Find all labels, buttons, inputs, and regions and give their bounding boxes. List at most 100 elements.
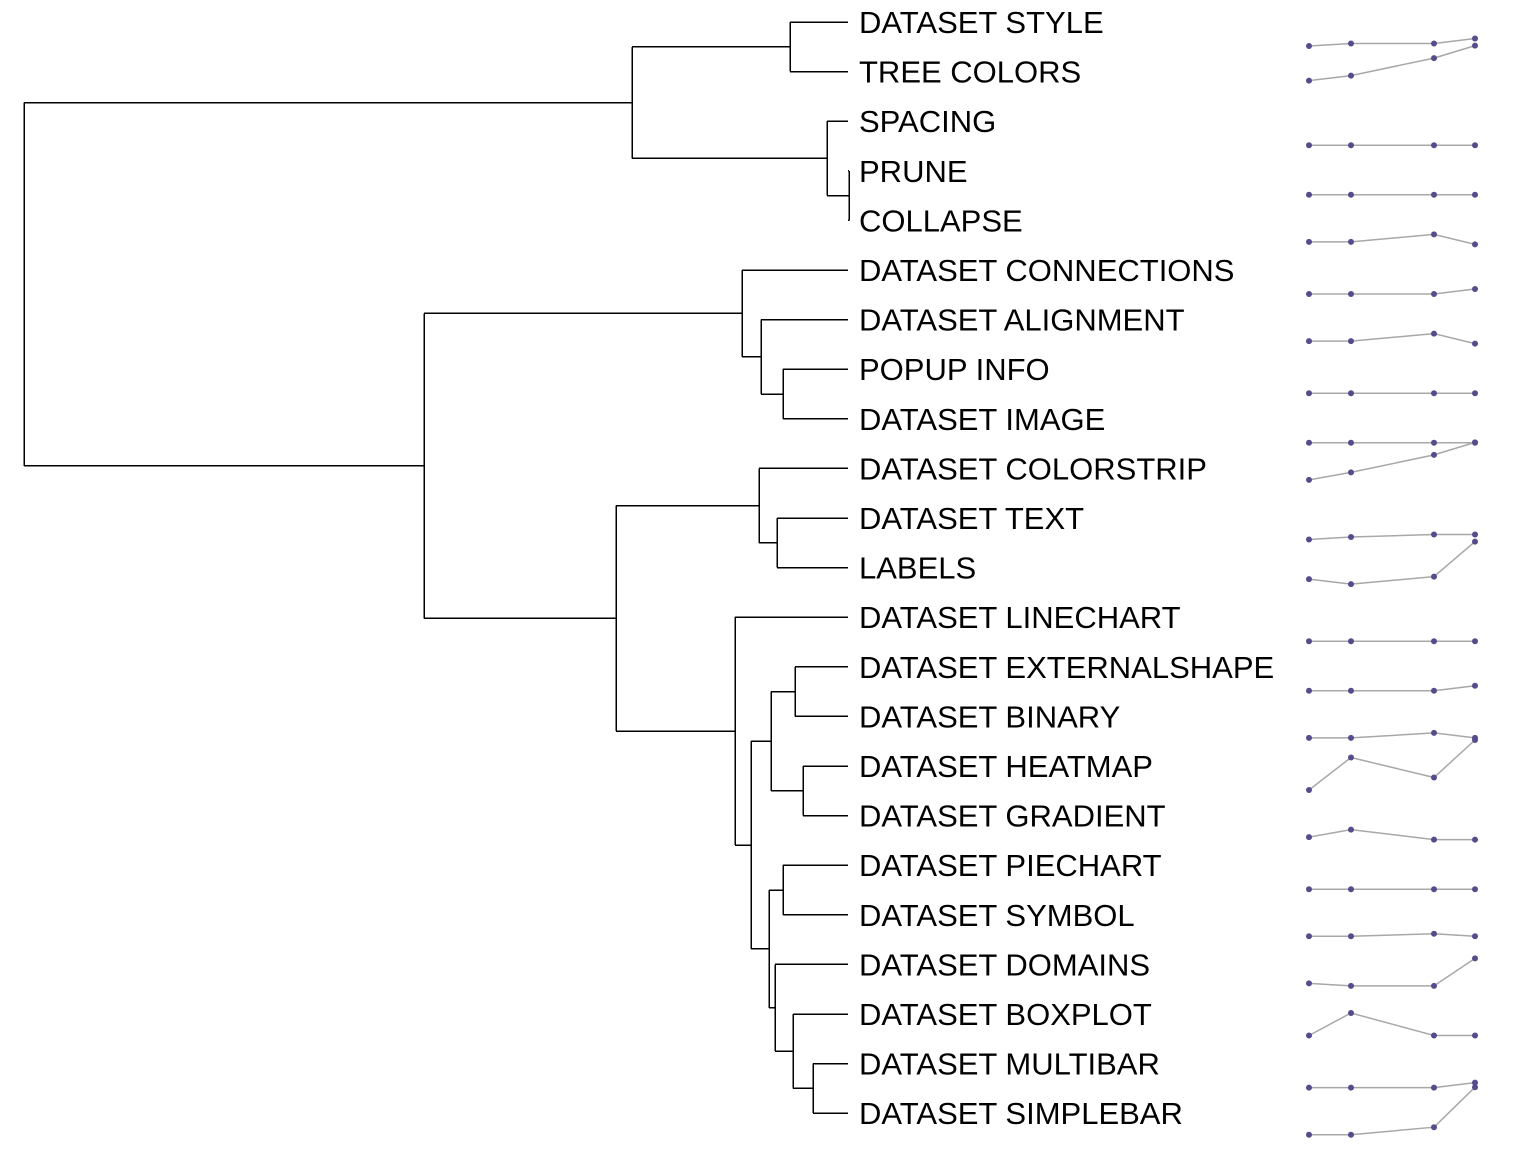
sparkline [1306, 826, 1478, 843]
sparkline-point [1472, 439, 1478, 446]
sparkline-point [1348, 734, 1354, 741]
sparkline-point [1431, 982, 1437, 989]
sparkline-point [1431, 774, 1437, 781]
sparkline-point [1472, 35, 1478, 42]
sparkline-point [1348, 72, 1354, 79]
sparkline-point [1348, 687, 1354, 694]
sparkline-point [1472, 836, 1478, 843]
sparkline-point [1348, 1131, 1354, 1138]
sparkline-point [1431, 55, 1437, 62]
sparkline-point [1348, 534, 1354, 540]
sparkline-point [1306, 291, 1312, 297]
sparkline-path [1308, 828, 1475, 841]
sparkline-path [1309, 1081, 1476, 1089]
sparkline-point [1306, 734, 1312, 741]
sparkline-point [1348, 581, 1354, 588]
leaf-label: DATASET IMAGE [859, 402, 1105, 437]
sparkline-point [1306, 77, 1312, 84]
sparkline [1306, 531, 1478, 543]
sparkline-path [1308, 533, 1475, 541]
sparkline-point [1348, 40, 1354, 47]
sparkline-point [1472, 1084, 1478, 1091]
sparkline [1306, 142, 1478, 149]
sparkline [1306, 729, 1478, 741]
sparkline-point [1306, 886, 1312, 893]
leaf-label: DATASET BINARY [859, 699, 1120, 734]
sparkline-point [1306, 439, 1312, 446]
sparkline-point [1431, 1032, 1437, 1039]
sparkline-point [1348, 469, 1354, 476]
sparkline-point [1472, 241, 1478, 248]
sparkline-point [1306, 191, 1312, 198]
sparkline-path [1308, 739, 1476, 791]
leaf-label: TREE COLORS [859, 55, 1081, 90]
sparkline-point [1431, 291, 1437, 297]
sparkline [1306, 439, 1478, 483]
sparkline [1306, 682, 1478, 694]
sparkline-point [1431, 231, 1437, 238]
sparkline [1306, 1084, 1478, 1138]
sparkline-point [1306, 576, 1312, 583]
sparkline [1306, 191, 1478, 198]
sparkline-point [1472, 1032, 1478, 1039]
sparkline-point [1472, 340, 1478, 347]
sparkline [1306, 330, 1478, 347]
sparkline-point [1348, 142, 1354, 149]
sparkline-point [1306, 43, 1312, 49]
sparkline-path [1309, 933, 1476, 938]
sparkline-point [1348, 1084, 1354, 1091]
sparkline-point [1306, 1084, 1312, 1091]
sparkline-point [1472, 390, 1478, 397]
leaf-label: POPUP INFO [859, 352, 1050, 387]
sparkline-point [1348, 439, 1354, 446]
sparkline-path [1308, 1012, 1475, 1037]
sparkline [1306, 538, 1478, 588]
sparkline-point [1306, 1131, 1312, 1138]
sparkline-path [1308, 957, 1476, 987]
sparkline-point [1348, 191, 1354, 198]
sparkline-point [1431, 439, 1437, 446]
sparkline-point [1306, 238, 1312, 245]
sparkline-point [1431, 451, 1437, 458]
leaf-label: DATASET BOXPLOT [859, 997, 1152, 1032]
leaf-label: DATASET TEXT [859, 501, 1084, 536]
sparkline-point [1472, 955, 1478, 962]
sparkline-point [1431, 1084, 1437, 1091]
sparkline-point [1431, 390, 1437, 397]
sparkline-point [1348, 826, 1354, 833]
sparkline-point [1306, 476, 1312, 483]
leaf-label: LABELS [859, 551, 976, 586]
sparkline-point [1431, 687, 1437, 694]
sparkline-point [1306, 638, 1312, 645]
sparkline-point [1472, 737, 1478, 743]
sparkline-point [1472, 638, 1478, 645]
leaf-label: DATASET STYLE [859, 5, 1104, 40]
sparkline [1306, 390, 1478, 397]
sparkline-point [1348, 754, 1354, 761]
sparkline-point [1306, 390, 1312, 397]
sparkline-point [1431, 531, 1437, 538]
sparkline-point [1306, 338, 1312, 345]
sparkline-point [1348, 886, 1354, 893]
leaf-label: DATASET SYMBOL [859, 898, 1135, 933]
sparkline-point [1431, 573, 1437, 580]
sparkline-path [1309, 332, 1476, 345]
sparkline-point [1348, 390, 1354, 397]
sparkline-point [1306, 142, 1312, 149]
leaf-label: DATASET HEATMAP [859, 749, 1153, 784]
leaf-label: DATASET SIMPLEBAR [859, 1096, 1183, 1131]
sparklines [1306, 35, 1478, 1138]
sparkline-path [1309, 233, 1476, 246]
sparkline-path [1309, 1086, 1476, 1136]
sparkline-point [1306, 1032, 1312, 1039]
sparkline [1306, 886, 1478, 893]
leaf-label: DATASET MULTIBAR [859, 1047, 1160, 1082]
sparkline-point [1306, 536, 1312, 543]
sparkline-point [1306, 834, 1312, 841]
leaf-label: DATASET CONNECTIONS [859, 253, 1234, 288]
sparkline [1306, 42, 1478, 84]
sparkline-point [1306, 687, 1312, 694]
sparkline-point [1431, 40, 1437, 47]
sparkline-point [1431, 930, 1437, 937]
